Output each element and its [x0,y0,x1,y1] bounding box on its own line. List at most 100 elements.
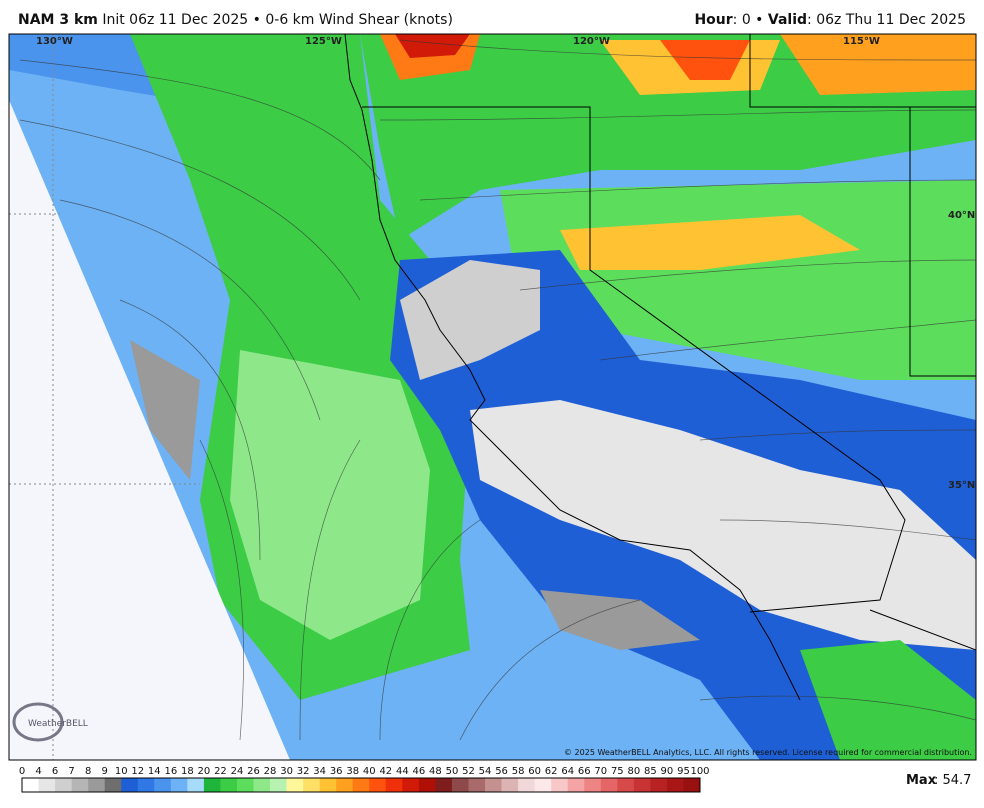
map-label: 35°N [948,480,975,491]
colorbar-swatch [369,778,387,792]
colorbar-swatch [303,778,320,792]
colorbar-swatch [55,778,72,792]
colorbar-frame [21,777,701,793]
colorbar-swatch [451,778,469,792]
colorbar-label: 50 [446,766,459,777]
colorbar-label: 22 [214,766,227,777]
colorbar-label: 18 [181,766,194,777]
streamlines [19,39,976,741]
header-left: NAM 3 km Init 06z 11 Dec 2025 • 0-6 km W… [18,12,453,28]
colorbar-label: 32 [297,766,310,777]
colorbar-swatch [551,778,569,792]
colorbar-label: 62 [545,766,558,777]
colorbar-swatch [435,778,453,792]
graticule [9,34,200,760]
colorbar-label: 66 [578,766,591,777]
colorbar-swatch [270,778,287,792]
colorbar-label: 12 [131,766,144,777]
colorbar-label: 54 [479,766,492,777]
hour: : 0 • [732,12,768,28]
colorbar-swatch [650,778,668,792]
colorbar-swatch [501,778,519,792]
colorbar-swatch [71,778,89,792]
colorbar-label: 24 [231,766,244,777]
colorbar-swatch [518,778,535,792]
colorbar-swatch [418,778,436,792]
colorbar-label: 60 [528,766,541,777]
valid: : 06z Thu 11 Dec 2025 [807,12,966,28]
colorbar-label: 56 [495,766,508,777]
colorbar-label: 28 [264,766,277,777]
colorbar-swatch [104,778,122,792]
colorbar-swatch [22,778,39,792]
colorbar-label: 14 [148,766,161,777]
colorbar-label: 7 [68,766,74,777]
colorbar-swatch [468,778,486,792]
colorbar-label: 80 [627,766,640,777]
colorbar-swatch [236,778,254,792]
colorbar-label: 46 [413,766,426,777]
map-label: 40°N [948,210,975,221]
colorbar-swatch [187,778,205,792]
colorbar-label: 38 [346,766,359,777]
colorbar-swatch [154,778,172,792]
colorbar-label: 90 [661,766,674,777]
colorbar-swatch [203,778,221,792]
colorbar-label: 85 [644,766,657,777]
header-right: Hour: 0 • Valid: 06z Thu 11 Dec 2025 [694,12,966,28]
colorbar-swatch [534,778,552,792]
colorbar-swatch [319,778,337,792]
colorbar-label: 64 [561,766,574,777]
colorbar-swatch [38,778,56,792]
colorbar-swatch [336,778,354,792]
model: NAM 3 km [18,12,98,28]
colorbar-label: 0 [19,766,25,777]
colorbar-label: 34 [313,766,326,777]
colorbar-swatch [170,778,188,792]
map-label: 120°W [573,36,610,47]
colorbar-label: 8 [85,766,91,777]
copyright: © 2025 WeatherBELL Analytics, LLC. All r… [564,748,972,757]
colorbar-swatch [121,778,139,792]
map-label: 130°W [36,36,73,47]
colorbar-swatch [600,778,618,792]
colorbar-swatch [385,778,403,792]
colorbar-swatch [666,778,684,792]
map-label: 125°W [305,36,342,47]
colorbar-label: 6 [52,766,58,777]
colorbar-label: 58 [512,766,525,777]
colorbar-swatch [485,778,502,792]
logo: WeatherBELL [28,719,88,729]
colorbar-swatch [352,778,370,792]
colorbar-label: 36 [330,766,343,777]
colorbar-label: 30 [280,766,293,777]
colorbar-swatch [402,778,420,792]
colorbar-label: 70 [594,766,607,777]
shear-field [9,34,976,760]
colorbar-swatch [633,778,651,792]
valid-label: Valid [767,12,808,28]
max-label: Max [906,773,937,788]
colorbar-label: 10 [115,766,128,777]
max: : 54.7 [934,773,971,788]
boundaries [344,34,976,701]
colorbar-label: 16 [164,766,177,777]
logo-mark [12,702,64,742]
colorbar-label: 40 [363,766,376,777]
colorbar-swatch [286,778,304,792]
colorbar-swatch [617,778,635,792]
colorbar-label: 95 [677,766,690,777]
colorbar-label: 9 [101,766,107,777]
colorbar-label: 75 [611,766,624,777]
colorbar-swatch [683,778,701,792]
colorbar-swatch [88,778,105,792]
map-label: 115°W [843,36,880,47]
colorbar-label: 42 [379,766,392,777]
description: Init 06z 11 Dec 2025 • 0-6 km Wind Shear… [102,12,453,28]
colorbar-label: 4 [35,766,41,777]
colorbar-swatch [584,778,602,792]
colorbar-swatch [567,778,585,792]
colorbar-label: 20 [198,766,211,777]
